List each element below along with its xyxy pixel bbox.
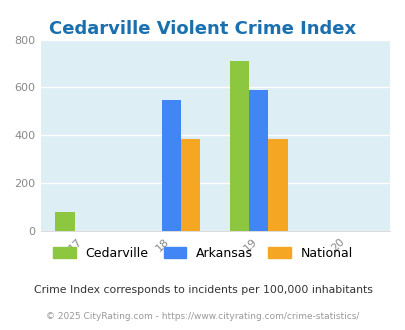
Text: Crime Index corresponds to incidents per 100,000 inhabitants: Crime Index corresponds to incidents per… [34, 285, 371, 295]
Text: © 2025 CityRating.com - https://www.cityrating.com/crime-statistics/: © 2025 CityRating.com - https://www.city… [46, 312, 359, 321]
Bar [230, 61, 249, 231]
Legend: Cedarville, Arkansas, National: Cedarville, Arkansas, National [53, 247, 352, 260]
Bar [55, 212, 75, 231]
Bar [249, 90, 268, 231]
Bar [162, 100, 181, 231]
Bar [181, 139, 200, 231]
Bar [268, 139, 287, 231]
Text: Cedarville Violent Crime Index: Cedarville Violent Crime Index [49, 20, 356, 38]
